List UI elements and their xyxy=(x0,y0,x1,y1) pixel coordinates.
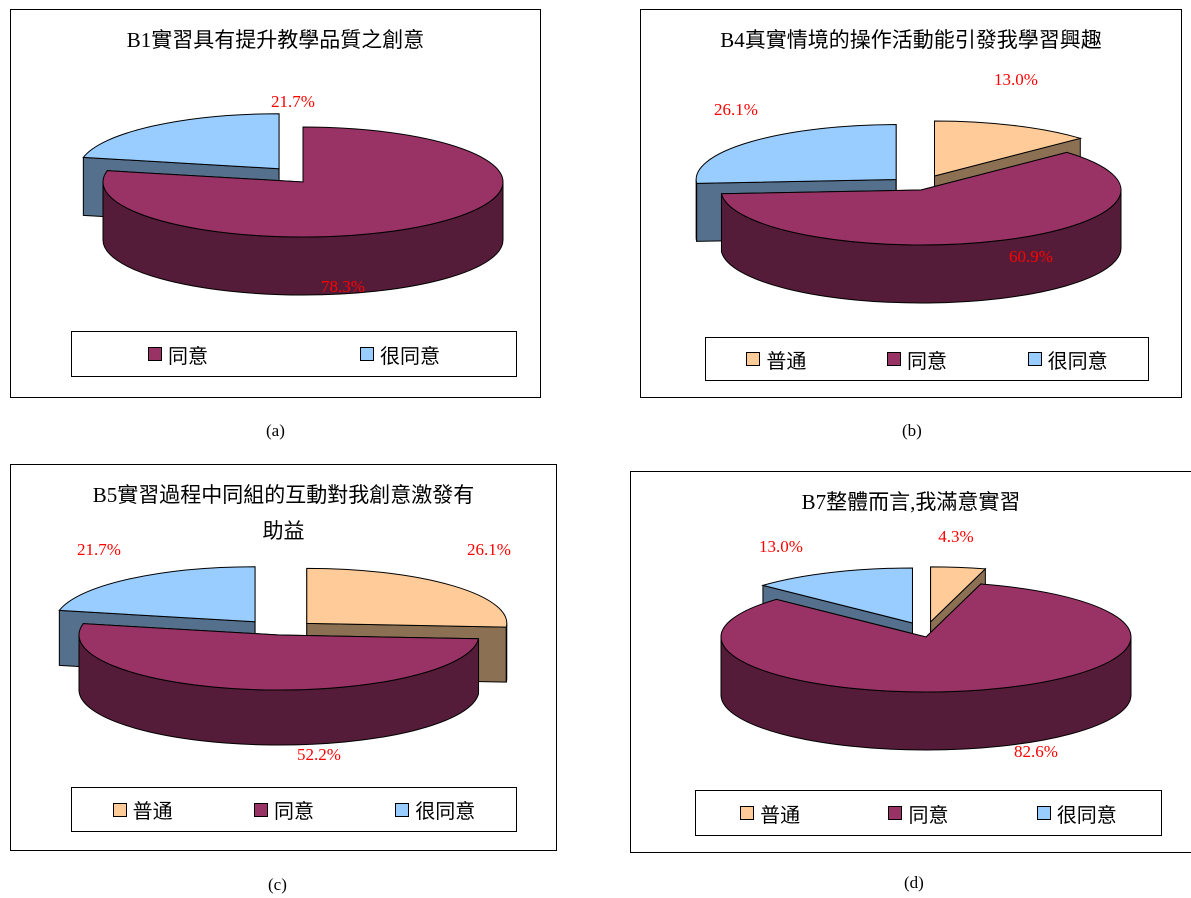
data-label-strongly-agree: 21.7% xyxy=(271,92,315,111)
data-label-agree: 52.2% xyxy=(297,745,341,764)
legend-item-agree: 同意 xyxy=(886,345,947,374)
chart-legend: 普通 同意 很同意 xyxy=(695,790,1162,836)
legend-swatch-strongly-agree xyxy=(1036,806,1051,820)
chart-title: B7整體而言,我滿意實習 xyxy=(801,490,1021,514)
data-label-normal: 26.1% xyxy=(467,540,511,559)
legend-item-strongly-agree: 很同意 xyxy=(1036,799,1117,828)
caption-d: (d) xyxy=(904,873,924,892)
legend-swatch-agree xyxy=(888,806,903,820)
chart-panel-a: B1實習具有提升教學品質之創意 78.3% 21.7% 同意 很同意 xyxy=(10,9,541,398)
legend-item-normal: 普通 xyxy=(112,795,173,824)
legend-swatch-normal xyxy=(746,352,761,366)
data-label-agree: 60.9% xyxy=(1009,247,1053,266)
data-label-strongly-agree: 21.7% xyxy=(77,540,121,559)
caption-c: (c) xyxy=(268,875,287,894)
chart-legend: 普通 同意 很同意 xyxy=(71,787,517,832)
legend-item-normal: 普通 xyxy=(746,345,806,374)
pie-slice-agree xyxy=(78,623,480,746)
legend-label: 很同意 xyxy=(380,343,440,368)
chart-panel-d: B7整體而言,我滿意實習 4.3% 82.6% 13.0% 普通 同意 很同意 xyxy=(630,471,1191,853)
legend-label: 普通 xyxy=(766,348,807,373)
pie-slice-top-agree xyxy=(102,126,504,238)
legend-item-agree: 同意 xyxy=(888,799,948,828)
legend-label: 普通 xyxy=(760,802,801,827)
legend-swatch-agree xyxy=(886,352,901,366)
pie-slice-agree xyxy=(102,126,504,296)
data-label-normal: 13.0% xyxy=(994,70,1038,89)
data-label-strongly-agree: 13.0% xyxy=(759,537,803,556)
legend-item-strongly-agree: 很同意 xyxy=(395,795,475,824)
legend-label: 同意 xyxy=(273,799,314,823)
pie-slice-top-normal xyxy=(934,120,1083,177)
data-label-strongly-agree: 26.1% xyxy=(714,100,758,119)
pie-slice-agree xyxy=(720,582,1132,751)
legend-label: 普通 xyxy=(132,799,173,823)
pie-slice-top-agree xyxy=(78,623,480,691)
legend-label: 很同意 xyxy=(1056,802,1117,827)
pie-slice-top-normal xyxy=(306,567,508,628)
pie-chart-svg: 78.3% 21.7% xyxy=(82,92,504,296)
legend-label: 同意 xyxy=(908,802,949,827)
data-label-agree: 82.6% xyxy=(1014,742,1058,761)
chart-panel-c: B5實習過程中同組的互動對我創意激發有 助益 26.1% 52.2% 21.7% 普… xyxy=(10,464,557,851)
chart-legend: 普通 同意 很同意 xyxy=(705,337,1149,381)
pie-chart-svg: 26.1% 52.2% 21.7% xyxy=(58,540,511,764)
legend-label: 同意 xyxy=(906,348,947,373)
pie-slice-top-strongly-agree xyxy=(761,567,913,624)
chart-panel-b: B4真實情境的操作活動能引發我學習興趣 13.0% 60.9% 26.1% 普通 同… xyxy=(640,9,1182,398)
pie-slice-top-strongly-agree xyxy=(58,566,256,623)
legend-item-strongly-agree: 很同意 xyxy=(1027,345,1108,374)
pie-slice-top-agree xyxy=(720,583,1132,693)
caption-b: (b) xyxy=(902,421,922,440)
legend-item-agree: 同意 xyxy=(253,795,314,824)
legend-swatch-strongly-agree xyxy=(1027,352,1042,366)
legend-swatch-agree xyxy=(253,802,268,817)
pie-chart-svg: 13.0% 60.9% 26.1% xyxy=(695,70,1122,304)
legend-swatch-agree xyxy=(148,347,162,361)
legend-swatch-strongly-agree xyxy=(395,802,410,817)
pie-slice-top-agree xyxy=(720,151,1122,246)
pie-slice-top-strongly-agree xyxy=(82,113,280,170)
chart-title: B5實習過程中同組的互動對我創意激發有 助益 xyxy=(11,477,556,549)
pie-chart-svg: 4.3% 82.6% 13.0% xyxy=(720,527,1132,761)
chart-title-line-1: B5實習過程中同組的互動對我創意激發有 xyxy=(92,483,475,507)
pie-slice-top-normal xyxy=(930,566,987,624)
chart-title: B4真實情境的操作活動能引發我學習興趣 xyxy=(720,28,1102,52)
legend-swatch-strongly-agree xyxy=(360,347,374,361)
legend-label: 很同意 xyxy=(415,799,476,823)
legend-item-strongly-agree: 很同意 xyxy=(360,340,440,369)
legend-swatch-normal xyxy=(740,806,755,820)
legend-label: 同意 xyxy=(168,343,208,368)
legend-label: 很同意 xyxy=(1047,348,1108,373)
legend-item-normal: 普通 xyxy=(740,799,800,828)
chart-title: B1實習具有提升教學品質之創意 xyxy=(126,28,425,52)
data-label-normal: 4.3% xyxy=(938,527,973,546)
legend-swatch-normal xyxy=(112,802,127,817)
data-label-agree: 78.3% xyxy=(321,277,365,296)
chart-title-line-2: 助益 xyxy=(262,519,305,543)
chart-legend: 同意 很同意 xyxy=(71,331,517,377)
legend-item-agree: 同意 xyxy=(148,340,208,369)
pie-slice-top-strongly-agree xyxy=(695,124,897,184)
caption-a: (a) xyxy=(266,421,285,440)
pie-slice-agree xyxy=(720,151,1122,304)
